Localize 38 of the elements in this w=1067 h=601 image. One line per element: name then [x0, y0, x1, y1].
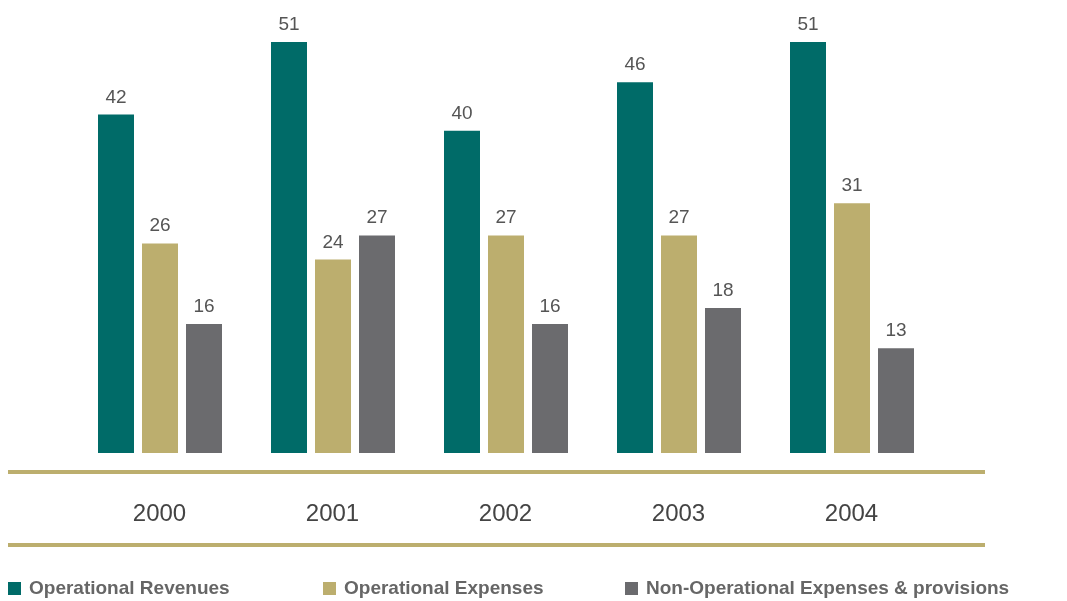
bar [444, 130, 480, 453]
data-label: 42 [105, 85, 127, 107]
data-label: 51 [278, 13, 300, 34]
x-tick-label: 2000 [132, 499, 187, 527]
legend-label: Operational Expenses [344, 577, 544, 599]
bar [532, 324, 568, 453]
x-tick-label: 2003 [651, 499, 706, 527]
data-label: 13 [885, 319, 907, 341]
data-label: 16 [539, 295, 561, 317]
data-label: 51 [797, 13, 819, 34]
x-tick-label: 2004 [824, 499, 879, 527]
data-label: 40 [451, 101, 473, 123]
data-label: 27 [495, 206, 517, 228]
bar [359, 235, 395, 453]
bar [271, 42, 307, 453]
data-label: 31 [841, 174, 863, 196]
bar [617, 82, 653, 453]
bar [488, 235, 524, 453]
bar [790, 42, 826, 453]
data-label: 24 [322, 230, 344, 252]
bar [142, 243, 178, 453]
bar [186, 324, 222, 453]
legend-label: Operational Revenues [29, 577, 230, 599]
x-tick-label: 2002 [478, 499, 533, 527]
data-label: 27 [668, 206, 690, 228]
bar [661, 235, 697, 453]
bar [834, 203, 870, 453]
data-label: 27 [366, 206, 388, 228]
bar [705, 307, 741, 453]
data-label: 26 [149, 214, 171, 236]
data-label: 46 [624, 53, 646, 75]
legend-label: Non-Operational Expenses & provisions [646, 577, 1010, 599]
data-label: 18 [712, 278, 734, 300]
x-tick-label: 2001 [305, 499, 360, 527]
bar [315, 259, 351, 453]
bar [98, 114, 134, 453]
data-label: 16 [193, 295, 215, 317]
bar [878, 348, 914, 453]
